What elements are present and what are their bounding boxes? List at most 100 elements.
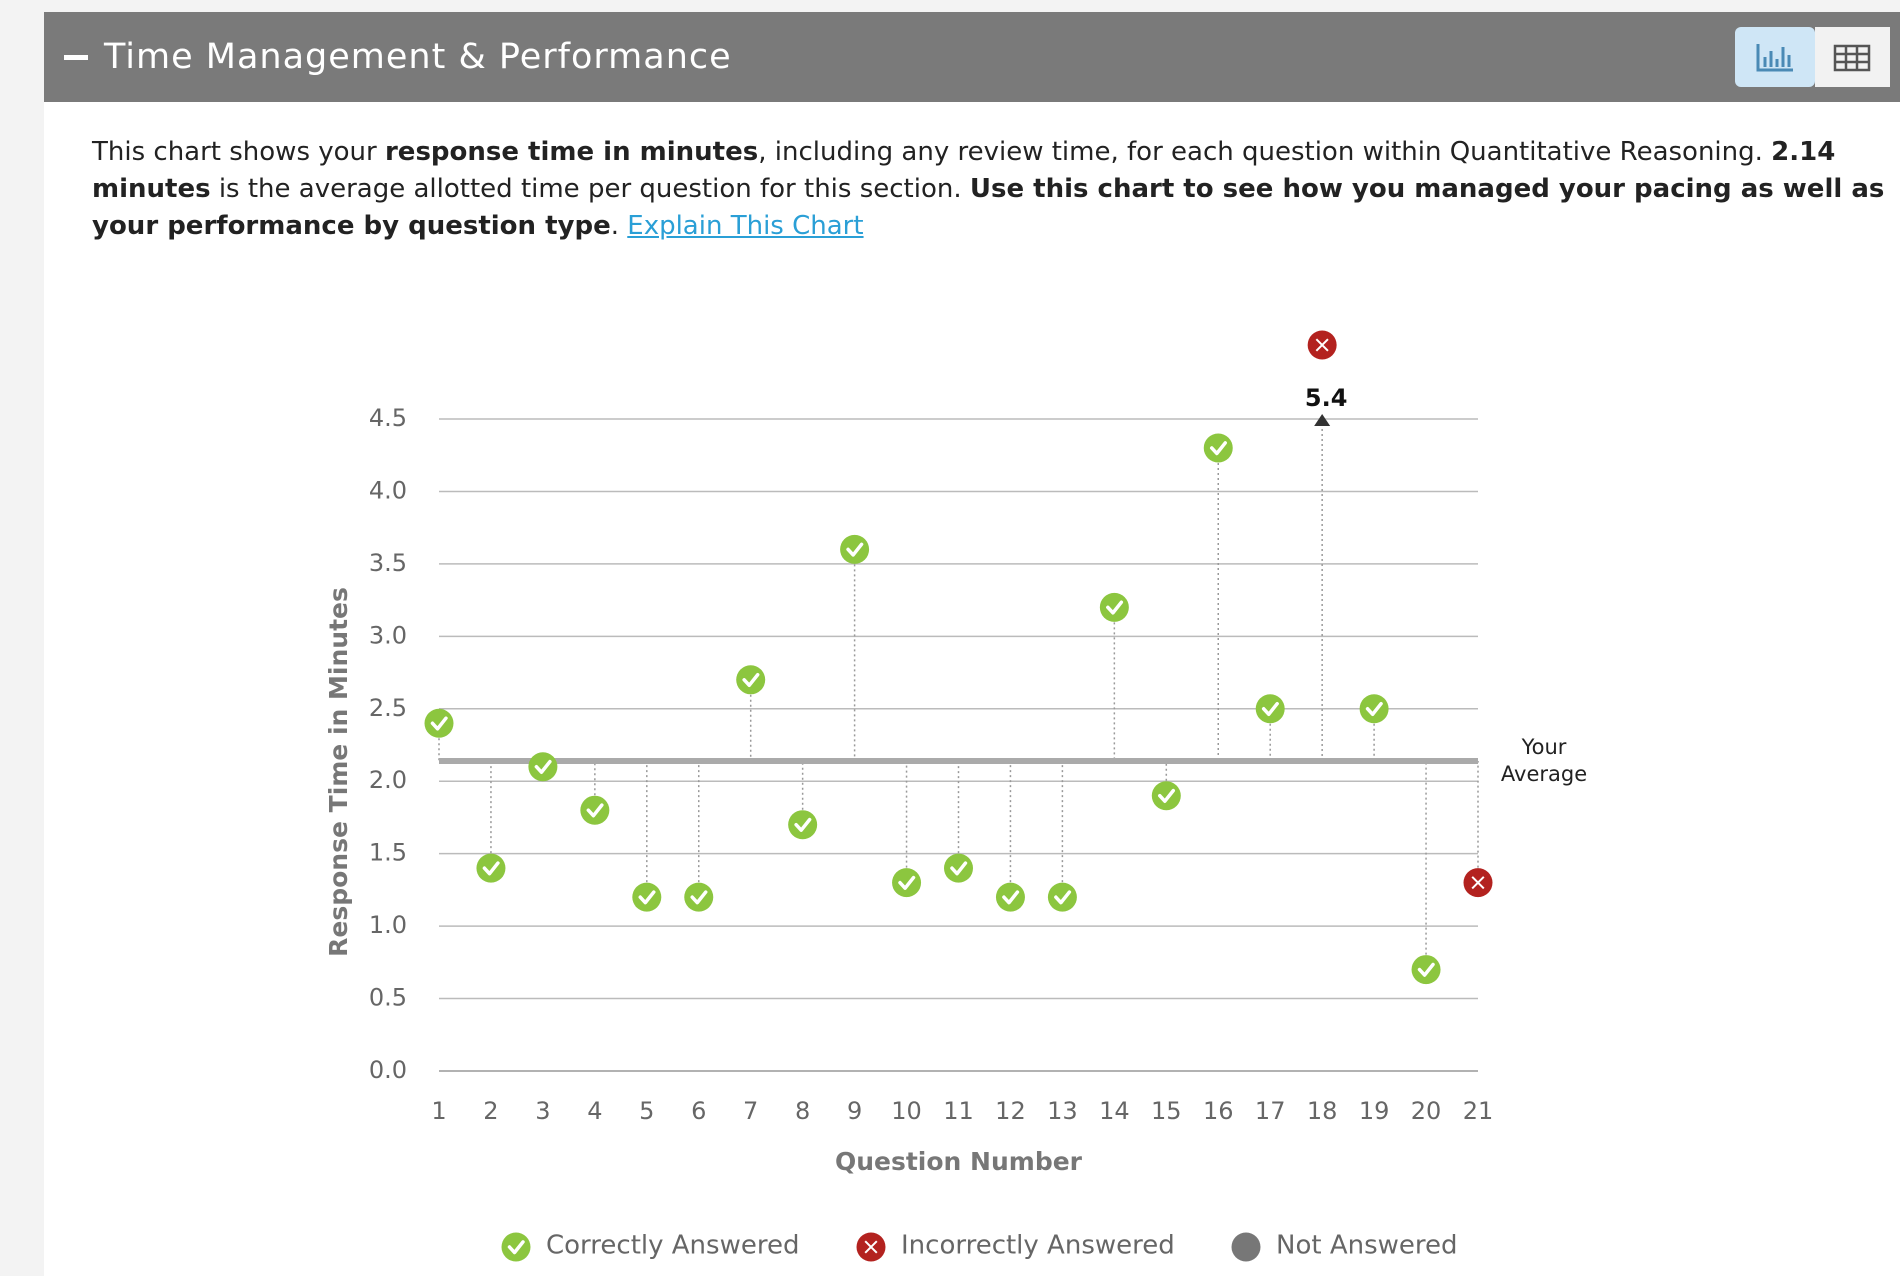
check bbox=[1365, 701, 1383, 717]
marker bbox=[580, 795, 610, 825]
check bbox=[1417, 962, 1435, 977]
marker bbox=[1255, 694, 1285, 724]
x-tick-label: 11 bbox=[943, 1097, 974, 1125]
panel: Time Management & Performance This chart… bbox=[44, 12, 1900, 1276]
legend-marker bbox=[1231, 1232, 1261, 1262]
text: , including any review time, for each qu… bbox=[758, 137, 1772, 167]
bold-text: 2.14 minutes bbox=[92, 137, 1836, 204]
legend-marker bbox=[501, 1232, 531, 1262]
marker-circle bbox=[1203, 433, 1233, 463]
marker-circle bbox=[1151, 781, 1181, 811]
x-tick-label: 2 bbox=[483, 1097, 498, 1125]
cross bbox=[1471, 876, 1485, 890]
check bbox=[430, 716, 448, 731]
check bbox=[586, 803, 604, 818]
x-tick-label: 17 bbox=[1255, 1097, 1286, 1125]
average-label-line: Average bbox=[1501, 762, 1587, 786]
marker bbox=[840, 534, 870, 564]
x-tick-label: 10 bbox=[891, 1097, 922, 1125]
marker bbox=[1151, 781, 1181, 811]
x-tick-label: 21 bbox=[1463, 1097, 1494, 1125]
overflow-arrow bbox=[1314, 414, 1331, 426]
check bbox=[794, 817, 812, 832]
bold-text: Use this chart to see how you managed yo… bbox=[92, 174, 1885, 241]
check bbox=[1158, 788, 1176, 803]
x-tick-label: 20 bbox=[1411, 1097, 1442, 1125]
marker bbox=[684, 882, 714, 912]
legend-label: Correctly Answered bbox=[546, 1231, 799, 1261]
panel-title: Time Management & Performance bbox=[104, 37, 732, 77]
text: This chart shows your bbox=[92, 137, 385, 167]
x-tick-label: 15 bbox=[1151, 1097, 1182, 1125]
check bbox=[1002, 890, 1020, 905]
x-tick-label: 3 bbox=[535, 1097, 550, 1125]
y-tick-label: 1.5 bbox=[369, 839, 407, 867]
check bbox=[1054, 890, 1072, 905]
legend-label: Incorrectly Answered bbox=[901, 1231, 1175, 1261]
check bbox=[482, 861, 500, 876]
check bbox=[950, 861, 968, 876]
marker-circle bbox=[580, 795, 610, 825]
check bbox=[1209, 441, 1227, 456]
x-tick-label: 1 bbox=[431, 1097, 446, 1125]
x-tick-label: 19 bbox=[1359, 1097, 1390, 1125]
check bbox=[690, 890, 708, 905]
view-toggle bbox=[1735, 27, 1890, 87]
x-tick-label: 8 bbox=[795, 1097, 810, 1125]
marker-circle bbox=[1255, 694, 1285, 724]
marker-circle bbox=[632, 882, 662, 912]
marker-circle bbox=[501, 1232, 531, 1262]
marker bbox=[1047, 882, 1077, 912]
average-label: Your Average bbox=[1501, 735, 1587, 786]
text: is the average allotted time per questio… bbox=[210, 174, 970, 204]
x-tick-label: 12 bbox=[995, 1097, 1026, 1125]
x-tick-label: 9 bbox=[847, 1097, 862, 1125]
text: . bbox=[610, 211, 628, 241]
x-tick-label: 5 bbox=[639, 1097, 654, 1125]
marker-circle bbox=[736, 665, 766, 695]
marker-circle bbox=[1231, 1232, 1261, 1262]
marker-circle bbox=[1099, 592, 1129, 622]
x-tick-label: 6 bbox=[691, 1097, 706, 1125]
marker bbox=[995, 882, 1025, 912]
data-label: 5.4 bbox=[1305, 384, 1348, 412]
x-tick-label: 14 bbox=[1099, 1097, 1130, 1125]
marker bbox=[632, 882, 662, 912]
marker bbox=[1463, 868, 1493, 898]
marker bbox=[528, 752, 558, 782]
collapse-icon[interactable] bbox=[64, 55, 88, 60]
cross bbox=[1315, 338, 1329, 352]
y-tick-label: 1.0 bbox=[369, 911, 407, 939]
table-icon bbox=[1833, 44, 1871, 72]
marker-circle bbox=[1411, 955, 1441, 985]
x-tick-label: 18 bbox=[1307, 1097, 1338, 1125]
check bbox=[638, 890, 656, 905]
check bbox=[742, 672, 760, 688]
table-view-button[interactable] bbox=[1815, 27, 1890, 87]
x-tick-label: 13 bbox=[1047, 1097, 1078, 1125]
y-tick-label: 0.5 bbox=[369, 984, 407, 1012]
marker bbox=[1203, 433, 1233, 463]
x-tick-label: 16 bbox=[1203, 1097, 1234, 1125]
check bbox=[534, 759, 552, 774]
legend-marker bbox=[856, 1232, 886, 1262]
y-axis-title: Response Time in Minutes bbox=[324, 587, 353, 957]
marker-circle bbox=[424, 708, 454, 738]
y-tick-label: 3.0 bbox=[369, 621, 407, 649]
marker bbox=[1359, 694, 1389, 724]
y-tick-label: 4.5 bbox=[369, 404, 407, 432]
marker bbox=[892, 868, 922, 898]
marker bbox=[1307, 330, 1337, 360]
legend-label: Not Answered bbox=[1276, 1231, 1458, 1261]
chart-view-button[interactable] bbox=[1735, 27, 1815, 87]
chart-icon bbox=[1756, 44, 1793, 72]
y-tick-label: 2.0 bbox=[369, 766, 407, 794]
marker bbox=[476, 853, 506, 883]
marker-circle bbox=[1047, 882, 1077, 912]
marker-circle bbox=[1359, 694, 1389, 724]
bold-text: response time in minutes bbox=[384, 137, 759, 167]
explain-link[interactable]: Explain This Chart bbox=[627, 211, 864, 241]
marker bbox=[736, 665, 766, 695]
